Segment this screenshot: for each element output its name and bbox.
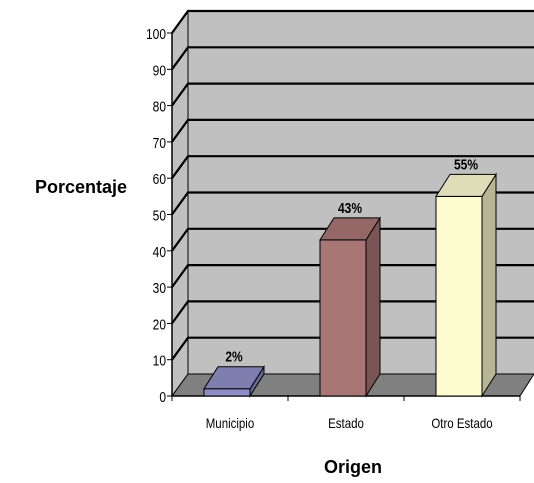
x-axis-title: Origen bbox=[324, 457, 382, 477]
gridline bbox=[171, 227, 534, 252]
data-labels: 2% 43% 55% bbox=[225, 156, 478, 365]
gridline bbox=[171, 155, 534, 179]
x-axis: Municipio Estado Otro Estado bbox=[171, 395, 521, 431]
gridline bbox=[171, 336, 534, 361]
bar-top bbox=[319, 217, 381, 241]
bar bbox=[435, 172, 497, 398]
gridline bbox=[171, 118, 534, 143]
x-tick-label: Municipio bbox=[206, 415, 254, 431]
bar-front bbox=[319, 239, 367, 397]
bar-front bbox=[435, 195, 483, 397]
gridline bbox=[171, 300, 534, 325]
bar-front bbox=[203, 388, 251, 397]
bar bbox=[203, 365, 265, 398]
gridline bbox=[171, 9, 534, 34]
y-tick-label: 90 bbox=[153, 62, 167, 79]
y-tick-label: 0 bbox=[159, 389, 166, 406]
y-tick-label: 20 bbox=[153, 316, 167, 333]
gridlines bbox=[171, 9, 534, 361]
gridline bbox=[171, 264, 534, 288]
bar-top bbox=[203, 366, 265, 390]
y-tick-label: 70 bbox=[153, 135, 167, 152]
gridline bbox=[171, 46, 534, 70]
bars bbox=[203, 172, 497, 398]
bar-side bbox=[365, 216, 381, 398]
y-tick-label: 50 bbox=[153, 207, 167, 224]
y-tick-label: 40 bbox=[153, 244, 167, 261]
data-label: 2% bbox=[225, 348, 242, 365]
x-tick-label: Estado bbox=[328, 415, 364, 431]
x-tick-label: Otro Estado bbox=[431, 415, 492, 431]
bar-top bbox=[435, 173, 497, 197]
gridline bbox=[171, 82, 534, 107]
y-tick-label: 80 bbox=[153, 98, 167, 115]
y-tick-label: 10 bbox=[153, 352, 167, 369]
bar-side bbox=[481, 172, 497, 398]
y-axis: 0 10 20 30 40 50 60 70 80 90 100 bbox=[146, 26, 173, 406]
data-label: 55% bbox=[454, 156, 478, 173]
y-tick-label: 60 bbox=[153, 171, 167, 188]
gridline bbox=[171, 191, 534, 216]
y-tick-label: 100 bbox=[146, 26, 166, 43]
data-label: 43% bbox=[338, 200, 362, 217]
y-tick-label: 30 bbox=[153, 280, 167, 297]
bar bbox=[319, 216, 381, 398]
y-axis-title: Porcentaje bbox=[35, 177, 127, 197]
